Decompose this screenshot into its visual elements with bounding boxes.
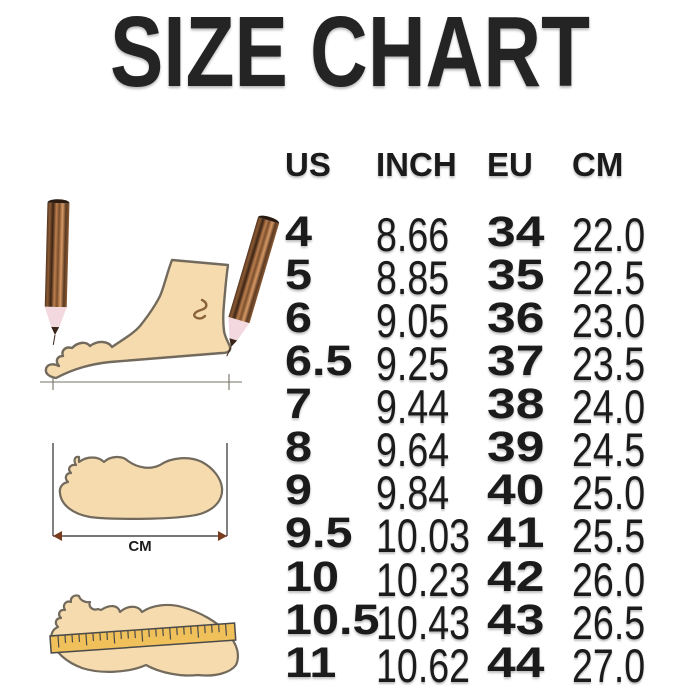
svg-text:CM: CM (128, 538, 151, 555)
